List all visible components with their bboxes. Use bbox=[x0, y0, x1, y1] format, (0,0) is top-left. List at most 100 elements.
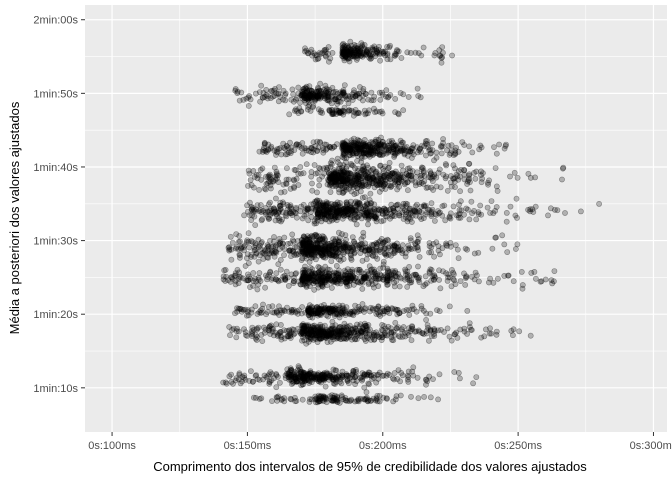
data-point bbox=[439, 49, 446, 56]
data-point bbox=[358, 182, 365, 188]
data-point bbox=[423, 316, 429, 323]
data-point bbox=[374, 49, 381, 56]
data-point bbox=[407, 50, 414, 56]
data-point bbox=[297, 208, 304, 215]
data-point bbox=[406, 148, 413, 155]
data-point bbox=[290, 98, 297, 105]
data-point bbox=[342, 53, 349, 59]
data-point bbox=[243, 277, 250, 284]
data-point bbox=[360, 324, 366, 331]
data-point bbox=[340, 90, 347, 97]
data-point bbox=[448, 283, 455, 290]
data-point bbox=[257, 98, 263, 105]
data-point bbox=[421, 393, 427, 400]
data-point bbox=[362, 247, 369, 254]
data-point bbox=[356, 48, 363, 55]
data-point bbox=[367, 53, 374, 59]
data-point bbox=[348, 42, 355, 49]
data-point bbox=[313, 248, 320, 255]
data-point bbox=[430, 376, 436, 382]
data-point bbox=[323, 273, 330, 280]
data-point bbox=[250, 394, 257, 401]
data-point bbox=[338, 210, 345, 216]
data-point bbox=[424, 322, 431, 328]
data-point bbox=[364, 175, 371, 181]
data-point bbox=[379, 152, 386, 158]
data-point bbox=[421, 143, 428, 150]
data-point bbox=[238, 308, 245, 315]
data-point bbox=[313, 52, 320, 59]
data-point bbox=[348, 48, 355, 54]
data-point bbox=[276, 215, 282, 222]
data-point bbox=[372, 53, 379, 60]
data-point bbox=[332, 381, 338, 387]
data-point bbox=[233, 334, 240, 341]
data-point bbox=[489, 245, 496, 252]
data-point bbox=[394, 186, 401, 193]
data-point bbox=[596, 200, 602, 207]
data-point bbox=[319, 235, 326, 242]
data-point bbox=[242, 376, 249, 383]
data-point bbox=[310, 200, 317, 207]
data-point bbox=[383, 372, 390, 379]
data-point bbox=[408, 173, 415, 179]
data-point bbox=[366, 263, 373, 270]
data-point bbox=[354, 145, 361, 152]
data-point bbox=[353, 336, 360, 343]
data-point bbox=[341, 82, 348, 88]
data-point bbox=[387, 56, 394, 63]
data-point bbox=[352, 44, 359, 51]
data-point bbox=[397, 90, 404, 96]
data-point bbox=[389, 375, 396, 382]
data-point bbox=[345, 55, 352, 62]
data-point bbox=[531, 268, 538, 275]
data-point bbox=[283, 268, 290, 275]
data-point bbox=[384, 43, 390, 50]
data-point bbox=[439, 54, 445, 61]
data-point bbox=[439, 203, 446, 210]
data-point bbox=[415, 263, 421, 270]
data-point bbox=[384, 50, 391, 57]
data-point bbox=[438, 142, 445, 149]
data-point bbox=[302, 100, 309, 106]
data-point bbox=[318, 90, 325, 97]
data-point bbox=[340, 87, 347, 93]
data-point bbox=[335, 334, 342, 341]
data-point bbox=[281, 327, 287, 334]
data-point bbox=[504, 249, 511, 255]
data-point bbox=[324, 339, 331, 345]
data-point bbox=[409, 306, 415, 313]
data-point bbox=[399, 139, 405, 146]
data-point bbox=[364, 162, 370, 169]
data-point bbox=[290, 91, 297, 98]
data-point bbox=[427, 394, 434, 401]
data-point bbox=[363, 256, 370, 263]
data-point bbox=[369, 152, 376, 158]
data-point bbox=[250, 282, 256, 289]
data-point bbox=[289, 86, 296, 93]
data-point bbox=[345, 44, 352, 51]
data-point bbox=[455, 255, 462, 262]
data-point bbox=[578, 208, 584, 215]
data-point bbox=[275, 91, 282, 97]
data-point bbox=[252, 222, 259, 228]
data-point bbox=[351, 216, 357, 223]
data-point bbox=[308, 370, 314, 377]
data-point bbox=[265, 325, 272, 331]
data-point bbox=[381, 330, 388, 336]
data-point bbox=[401, 150, 408, 157]
data-point bbox=[357, 50, 364, 57]
data-point bbox=[258, 331, 265, 338]
data-point bbox=[351, 200, 358, 207]
data-point bbox=[404, 376, 411, 383]
data-point bbox=[409, 325, 416, 332]
data-point bbox=[436, 308, 443, 315]
data-point bbox=[415, 93, 422, 99]
data-point bbox=[233, 231, 240, 237]
data-point bbox=[400, 91, 407, 98]
data-point bbox=[308, 247, 314, 254]
data-point bbox=[324, 374, 331, 380]
data-point bbox=[281, 252, 287, 258]
data-point bbox=[384, 56, 391, 63]
data-point bbox=[246, 93, 253, 99]
